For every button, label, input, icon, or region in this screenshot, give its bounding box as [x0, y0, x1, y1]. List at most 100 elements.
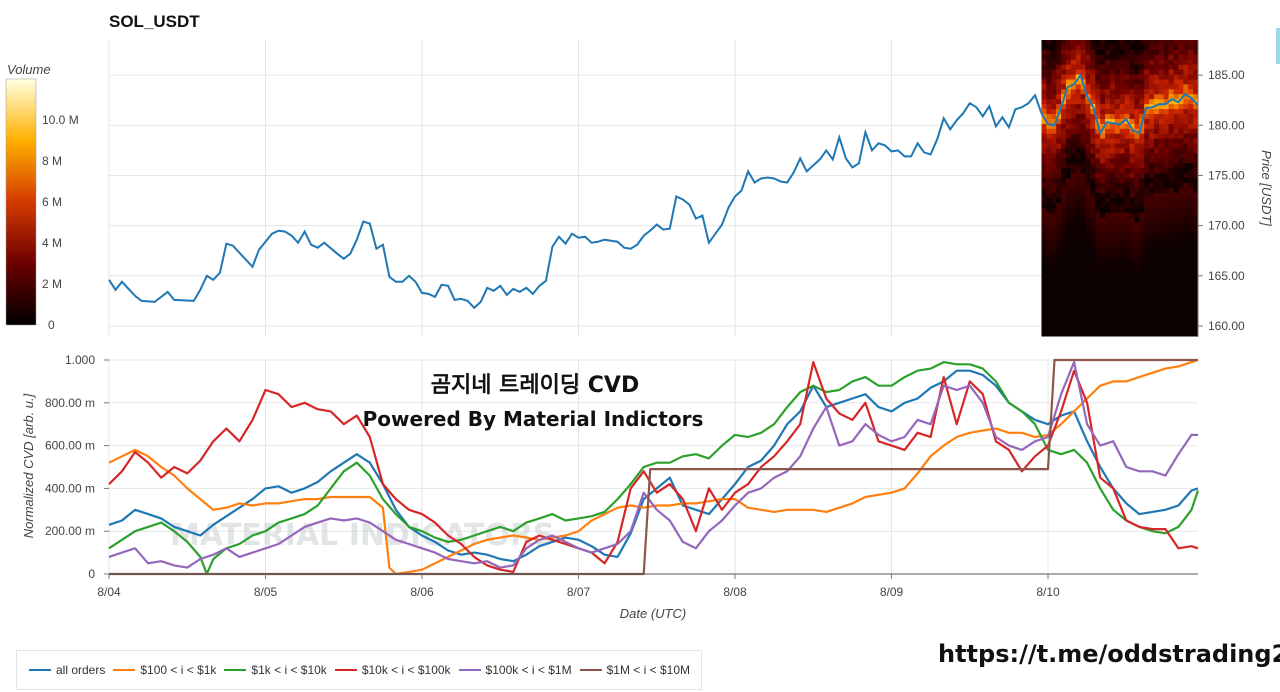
heatmap-cell [1080, 316, 1087, 322]
heatmap-cell [1139, 158, 1145, 164]
heatmap-cell [1056, 276, 1062, 283]
heatmap-cell [1129, 153, 1135, 159]
heatmap-cell [1163, 173, 1170, 179]
heatmap-cell [1168, 64, 1175, 71]
heatmap-cell [1085, 301, 1091, 307]
heatmap-cell [1100, 183, 1106, 189]
heatmap-cell [1139, 197, 1145, 204]
heatmap-cell [1041, 49, 1047, 56]
heatmap-cell [1158, 257, 1165, 263]
heatmap-cell [1105, 89, 1111, 95]
heatmap-cell [1144, 74, 1150, 80]
heatmap-cell [1134, 44, 1140, 51]
heatmap-cell [1100, 114, 1106, 120]
heatmap-cell [1139, 114, 1145, 120]
heatmap-cell [1100, 84, 1106, 90]
heatmap-cell [1046, 104, 1052, 110]
heatmap-cell [1051, 331, 1057, 337]
legend-item[interactable]: $100k < i < $1M [458, 663, 572, 677]
heatmap-cell [1065, 331, 1072, 337]
heatmap-cell [1109, 326, 1116, 332]
heatmap-cell [1183, 237, 1189, 243]
heatmap-cell [1051, 188, 1057, 194]
footer-url[interactable]: https://t.me/oddstrading2 [938, 640, 1280, 668]
heatmap-cell [1134, 301, 1140, 307]
cvd-y-tick-label: 1.000 [65, 353, 95, 367]
heatmap-cell [1124, 168, 1131, 174]
heatmap-cell [1056, 266, 1062, 273]
heatmap-cell [1163, 69, 1170, 76]
heatmap-cell [1178, 44, 1184, 51]
heatmap-cell [1051, 64, 1057, 71]
heatmap-cell [1144, 281, 1150, 288]
heatmap-cell [1158, 40, 1165, 46]
heatmap-cell [1163, 99, 1170, 105]
heatmap-cell [1173, 69, 1179, 76]
heatmap-cell [1168, 183, 1175, 189]
heatmap-cell [1075, 183, 1082, 189]
heatmap-cell [1134, 331, 1140, 337]
heatmap-cell [1114, 197, 1121, 204]
heatmap-cell [1163, 247, 1170, 253]
heatmap-cell [1129, 89, 1135, 95]
heatmap-cell [1153, 128, 1160, 135]
heatmap-cell [1114, 276, 1121, 283]
heatmap-cell [1105, 44, 1111, 51]
heatmap-cell [1046, 84, 1052, 90]
heatmap-cell [1041, 296, 1047, 302]
heatmap-cell [1065, 202, 1072, 209]
legend-item[interactable]: all orders [29, 663, 105, 677]
heatmap-cell [1065, 242, 1072, 248]
heatmap-cell [1070, 168, 1077, 174]
heatmap-cell [1051, 138, 1057, 145]
heatmap-cell [1149, 133, 1155, 140]
heatmap-cell [1144, 123, 1150, 130]
legend-item[interactable]: $1M < i < $10M [579, 663, 690, 677]
heatmap-cell [1056, 79, 1062, 85]
heatmap-cell [1105, 207, 1111, 214]
legend-item[interactable]: $100 < i < $1k [113, 663, 216, 677]
heatmap-cell [1051, 173, 1057, 179]
heatmap-cell [1114, 326, 1121, 332]
heatmap-cell [1105, 232, 1111, 238]
heatmap-cell [1114, 133, 1121, 140]
heatmap-cell [1173, 153, 1179, 159]
heatmap-cell [1075, 237, 1082, 243]
heatmap-cell [1090, 321, 1096, 327]
heatmap-cell [1193, 207, 1199, 214]
heatmap-cell [1080, 291, 1087, 298]
heatmap-cell [1051, 242, 1057, 248]
heatmap-cell [1070, 128, 1077, 135]
heatmap-cell [1178, 227, 1184, 233]
heatmap-cell [1129, 69, 1135, 76]
heatmap-cell [1158, 153, 1165, 159]
heatmap-cell [1188, 291, 1194, 298]
heatmap-cell [1095, 153, 1101, 159]
heatmap-cell [1188, 202, 1194, 209]
heatmap-cell [1124, 133, 1131, 140]
heatmap-cell [1056, 183, 1062, 189]
heatmap-cell [1080, 192, 1087, 199]
heatmap-cell [1124, 64, 1131, 71]
heatmap-cell [1090, 301, 1096, 307]
heatmap-cell [1080, 104, 1087, 110]
heatmap-cell [1168, 84, 1175, 90]
heatmap-cell [1041, 104, 1047, 110]
heatmap-cell [1124, 311, 1131, 317]
heatmap-cell [1149, 207, 1155, 214]
heatmap-cell [1129, 138, 1135, 145]
heatmap-cell [1085, 79, 1091, 85]
legend-item[interactable]: $10k < i < $100k [334, 663, 451, 677]
side-tab[interactable] [1276, 28, 1280, 64]
heatmap-cell [1080, 74, 1087, 80]
heatmap-cell [1139, 237, 1145, 243]
heatmap-cell [1129, 178, 1135, 184]
heatmap-cell [1105, 153, 1111, 159]
heatmap-cell [1183, 54, 1189, 61]
heatmap-cell [1158, 266, 1165, 273]
heatmap-cell [1105, 217, 1111, 224]
heatmap-cell [1193, 281, 1199, 288]
legend-item[interactable]: $1k < i < $10k [224, 663, 327, 677]
heatmap-cell [1056, 286, 1062, 293]
heatmap-cell [1144, 326, 1150, 332]
